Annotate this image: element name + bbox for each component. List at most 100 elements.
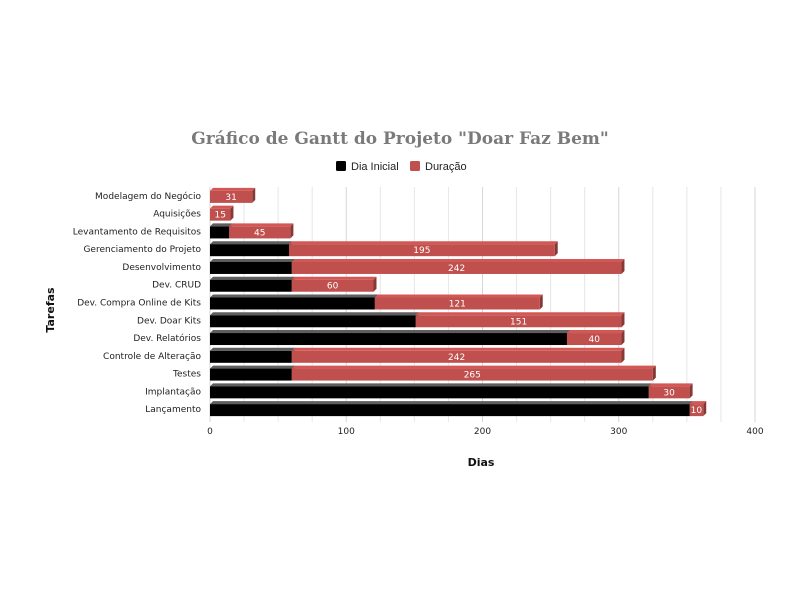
bar-top-face — [210, 294, 378, 298]
bar-duration: 10 — [689, 401, 707, 417]
category-label: Controle de Alteração — [103, 352, 201, 362]
bar-front-face — [210, 244, 290, 257]
bar-front-face — [648, 386, 690, 399]
bar-data-label: 15 — [214, 211, 225, 221]
bar-top-face — [210, 241, 293, 245]
bar-front-face — [210, 297, 375, 310]
bar-start-day — [210, 312, 419, 328]
x-tick-label: 200 — [474, 427, 491, 437]
bar-top-face — [291, 276, 377, 280]
bar-start-day — [210, 258, 295, 274]
category-label: Modelagem do Negócio — [95, 191, 201, 202]
bar-duration: 60 — [291, 276, 377, 292]
category-label: Aquisições — [153, 210, 201, 220]
bar-duration: 121 — [374, 294, 543, 310]
category-label: Testes — [172, 370, 201, 380]
legend-label-0: Dia Inicial — [351, 161, 399, 173]
bar-top-face — [210, 312, 419, 316]
bar-data-label: 121 — [449, 300, 466, 310]
bar-front-face — [291, 368, 653, 381]
bar-top-face — [210, 276, 295, 280]
bar-data-label: 151 — [510, 317, 527, 327]
bar-duration: 40 — [566, 330, 625, 346]
bar-data-label: 242 — [448, 353, 465, 363]
bar-duration: 31 — [210, 187, 256, 203]
bar-side-face — [290, 223, 294, 239]
bar-duration: 242 — [291, 258, 625, 274]
x-tick-label: 300 — [610, 427, 627, 437]
bar-start-day — [210, 347, 295, 363]
bar-top-face — [210, 187, 256, 191]
bar-duration: 15 — [210, 205, 234, 221]
bar-front-face — [210, 386, 649, 399]
bar-top-face — [291, 347, 625, 351]
bar-top-face — [229, 223, 294, 227]
bar-front-face — [289, 244, 555, 257]
category-labels: Modelagem do Negócio Aquisições Levantamen… — [73, 191, 202, 415]
chart-title: Gráfico de Gantt do Projeto "Doar Faz Be… — [191, 129, 608, 149]
bar-side-face — [252, 187, 256, 203]
bar-duration: 30 — [648, 383, 693, 399]
bar-start-day — [210, 241, 293, 257]
bar-data-label: 265 — [464, 371, 481, 381]
x-axis-title: Dias — [468, 456, 495, 469]
bar-front-face — [291, 261, 622, 274]
bar-front-face — [210, 404, 690, 417]
bar-duration: 195 — [289, 241, 558, 257]
bar-side-face — [373, 276, 377, 292]
x-tick-label: 100 — [338, 427, 355, 437]
bar-top-face — [210, 383, 652, 387]
legend-swatch-0 — [336, 161, 346, 171]
bar-data-label: 40 — [588, 335, 600, 345]
bar-top-face — [415, 312, 625, 316]
category-label: Levantamento de Requisitos — [73, 227, 202, 237]
legend-label-1: Duração — [425, 161, 467, 173]
bar-data-label: 45 — [254, 228, 265, 238]
bar-start-day — [210, 223, 233, 239]
bar-front-face — [689, 404, 704, 417]
bar-data-label: 60 — [327, 282, 339, 292]
bar-duration: 151 — [415, 312, 625, 328]
bar-side-face — [689, 383, 693, 399]
bar-top-face — [210, 401, 693, 405]
bar-duration: 242 — [291, 347, 625, 363]
bar-data-label: 195 — [413, 246, 430, 256]
bar-start-day — [210, 365, 295, 381]
bar-side-face — [621, 258, 625, 274]
bar-side-face — [230, 205, 234, 221]
bar-side-face — [621, 347, 625, 363]
bar-top-face — [291, 258, 625, 262]
bar-side-face — [621, 312, 625, 328]
bar-start-day — [210, 401, 693, 417]
bar-top-face — [210, 258, 295, 262]
bar-side-face — [554, 241, 558, 257]
category-label: Desenvolvimento — [122, 263, 201, 273]
tick-labels: 0 100 200 300 400 — [207, 427, 764, 437]
bar-side-face — [621, 330, 625, 346]
bar-top-face — [210, 347, 295, 351]
category-label: Dev. Doar Kits — [137, 316, 201, 326]
bar-front-face — [291, 279, 374, 292]
bar-front-face — [210, 333, 567, 346]
category-label: Gerenciamento do Projeto — [83, 245, 201, 255]
bar-data-label: 242 — [448, 264, 465, 274]
bar-top-face — [566, 330, 625, 334]
bar-side-face — [539, 294, 543, 310]
bar-top-face — [289, 241, 558, 245]
bar-top-face — [374, 294, 543, 298]
y-axis-title: Tarefas — [44, 287, 57, 333]
legend-swatch-1 — [410, 161, 420, 171]
category-label: Dev. Compra Online de Kits — [77, 299, 201, 309]
bar-top-face — [210, 330, 570, 334]
bar-top-face — [648, 383, 693, 387]
bar-top-face — [689, 401, 707, 405]
bar-data-label: 31 — [225, 193, 236, 203]
bar-front-face — [291, 350, 622, 363]
x-tick-label: 0 — [207, 427, 213, 437]
bar-start-day — [210, 276, 295, 292]
bar-start-day — [210, 294, 378, 310]
bar-front-face — [229, 226, 291, 239]
